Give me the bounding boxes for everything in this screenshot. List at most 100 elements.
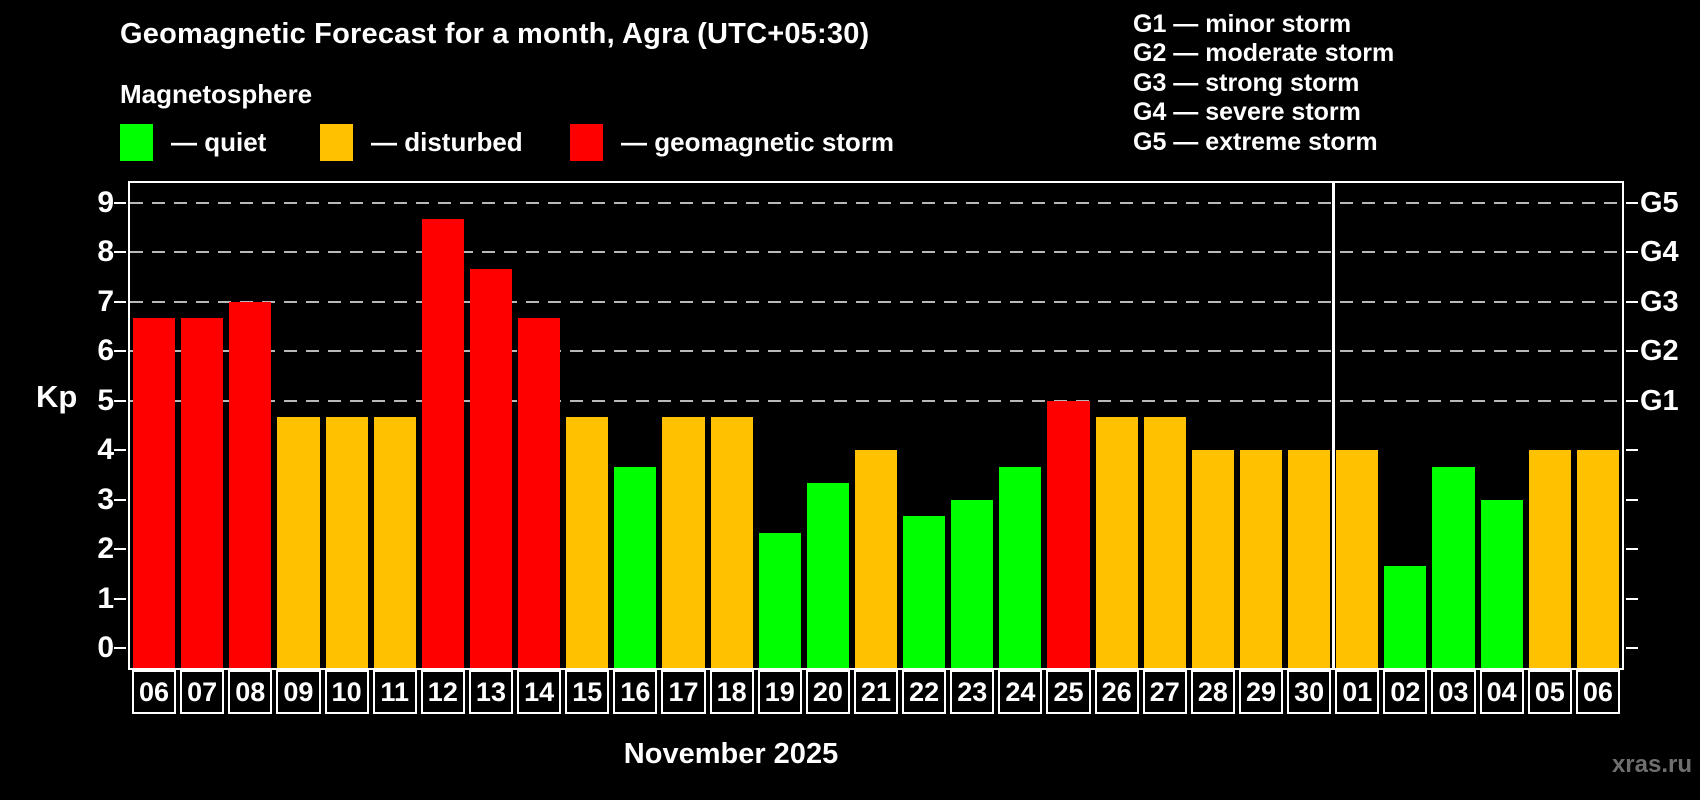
day-cell-nov-08: 08 xyxy=(228,670,273,714)
bar-nov-09 xyxy=(277,417,320,668)
y-tick-label-0: 0 xyxy=(97,631,114,665)
bar-nov-29 xyxy=(1239,450,1283,668)
day-cell-nov-11: 11 xyxy=(372,670,417,714)
day-cell-nov-16: 16 xyxy=(613,670,658,714)
bar-nov-15 xyxy=(566,417,609,668)
day-cell-nov-29: 29 xyxy=(1238,670,1284,714)
day-cell-nov-13: 13 xyxy=(468,670,514,714)
day-cell-nov-17: 17 xyxy=(661,670,706,714)
watermark: xras.ru xyxy=(1611,751,1692,778)
y-tick-label-9: 9 xyxy=(97,185,114,219)
bar-nov-11 xyxy=(373,417,416,668)
g-label-G3: G3 xyxy=(1640,285,1679,318)
y-tick-label-7: 7 xyxy=(97,284,114,318)
bar-dec-04 xyxy=(1480,499,1523,668)
bar-nov-27 xyxy=(1143,417,1186,668)
bar-nov-07 xyxy=(181,318,224,668)
y-tick-right-2 xyxy=(1626,548,1638,551)
gridline-kp-5 xyxy=(130,399,1622,402)
y-tick-left-6 xyxy=(114,350,126,353)
legend-label-disturbed: — disturbed xyxy=(371,126,523,157)
y-tick-left-7 xyxy=(114,300,126,303)
y-tick-right-7 xyxy=(1626,300,1638,303)
day-cell-nov-22: 22 xyxy=(902,670,947,714)
bar-nov-10 xyxy=(325,417,368,668)
plot-area xyxy=(114,181,1638,670)
g-scale-legend: G1 — minor storm G2 — moderate storm G3 — … xyxy=(1133,10,1394,157)
day-cell-nov-26: 26 xyxy=(1094,670,1139,714)
page-title: Geomagnetic Forecast for a month, Agra (… xyxy=(120,18,870,50)
magnetosphere-subtitle: Magnetosphere xyxy=(120,79,313,109)
bar-nov-21 xyxy=(854,450,898,668)
bar-nov-17 xyxy=(662,417,705,668)
bar-nov-12 xyxy=(421,219,464,668)
gridline-kp-8 xyxy=(130,251,1622,254)
legend-item-quiet: — quiet xyxy=(120,121,266,163)
day-cell-nov-15: 15 xyxy=(565,670,610,714)
x-axis-title: November 2025 xyxy=(623,738,839,770)
day-cell-nov-19: 19 xyxy=(757,670,802,714)
bar-nov-28 xyxy=(1191,450,1234,668)
day-cell-nov-23: 23 xyxy=(950,670,995,714)
y-tick-right-4 xyxy=(1626,449,1638,452)
y-axis-title: Kp xyxy=(36,379,78,414)
bar-nov-25 xyxy=(1047,400,1090,668)
legend-swatch-storm xyxy=(570,123,603,161)
day-cell-dec-06: 06 xyxy=(1575,670,1620,714)
y-tick-right-0 xyxy=(1626,647,1638,650)
y-tick-left-3 xyxy=(114,498,126,501)
bar-dec-05 xyxy=(1528,450,1571,668)
g-label-G1: G1 xyxy=(1640,384,1679,417)
y-tick-left-8 xyxy=(114,251,126,254)
y-tick-right-1 xyxy=(1626,597,1638,600)
day-cell-nov-14: 14 xyxy=(517,670,562,714)
bar-nov-24 xyxy=(999,466,1042,668)
bar-nov-30 xyxy=(1288,450,1331,668)
bar-nov-18 xyxy=(710,417,753,668)
y-tick-right-6 xyxy=(1626,350,1638,353)
y-tick-label-4: 4 xyxy=(97,433,114,467)
bar-nov-23 xyxy=(951,499,994,668)
y-tick-left-9 xyxy=(114,201,126,204)
g-legend-line-1: G1 — minor storm xyxy=(1133,10,1352,38)
y-tick-right-3 xyxy=(1626,498,1638,501)
bar-nov-16 xyxy=(614,466,657,668)
day-cell-nov-24: 24 xyxy=(998,670,1043,714)
y-tick-right-8 xyxy=(1626,251,1638,254)
day-cell-nov-07: 07 xyxy=(180,670,225,714)
bar-nov-06 xyxy=(133,318,176,668)
day-cell-dec-03: 03 xyxy=(1431,670,1476,714)
bar-dec-01 xyxy=(1336,450,1379,668)
day-cell-nov-25: 25 xyxy=(1046,670,1091,714)
day-cell-dec-02: 02 xyxy=(1383,670,1428,714)
g-label-G2: G2 xyxy=(1640,335,1679,368)
month-separator-line xyxy=(1331,183,1335,668)
legend-item-storm: — geomagnetic storm xyxy=(570,121,894,163)
bar-nov-22 xyxy=(903,516,946,668)
day-cell-nov-27: 27 xyxy=(1142,670,1187,714)
bar-nov-08 xyxy=(229,301,272,668)
legend-label-quiet: — quiet xyxy=(171,126,267,157)
day-cell-nov-21: 21 xyxy=(853,670,899,714)
g-label-G4: G4 xyxy=(1640,236,1679,269)
y-tick-label-2: 2 xyxy=(97,532,114,566)
day-cell-dec-05: 05 xyxy=(1527,670,1572,714)
color-legend: — quiet — disturbed — geomagnetic storm xyxy=(0,121,1100,163)
bar-dec-03 xyxy=(1432,466,1475,668)
bar-dec-02 xyxy=(1384,565,1427,668)
day-cell-nov-30: 30 xyxy=(1287,670,1332,714)
gridline-kp-9 xyxy=(130,201,1622,204)
g-label-G5: G5 xyxy=(1640,186,1679,219)
y-tick-left-1 xyxy=(114,597,126,600)
y-tick-label-1: 1 xyxy=(97,581,114,615)
bar-nov-20 xyxy=(806,483,849,668)
gridline-kp-7 xyxy=(130,300,1622,303)
legend-label-storm: — geomagnetic storm xyxy=(621,126,895,157)
bar-nov-19 xyxy=(758,532,801,668)
y-tick-left-2 xyxy=(114,548,126,551)
bar-dec-06 xyxy=(1576,450,1619,668)
y-tick-right-9 xyxy=(1626,201,1638,204)
day-cell-nov-28: 28 xyxy=(1190,670,1235,714)
g-legend-line-4: G4 — severe storm xyxy=(1133,98,1361,127)
